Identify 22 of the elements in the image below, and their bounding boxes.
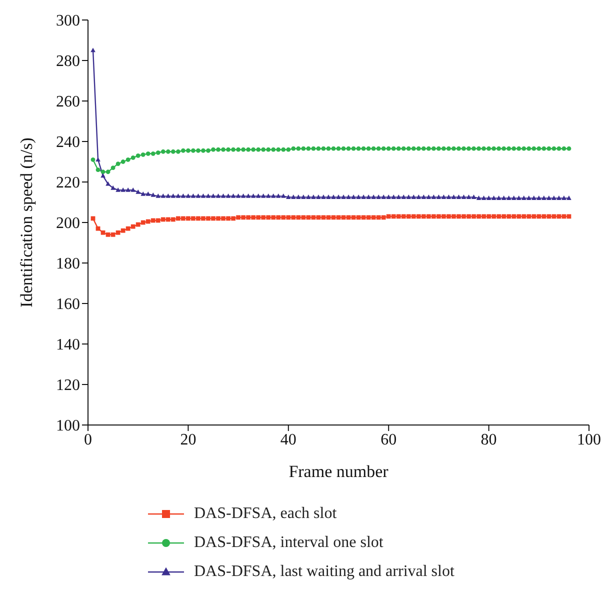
y-tick-label: 100 bbox=[56, 418, 80, 435]
legend-label: DAS-DFSA, last waiting and arrival slot bbox=[194, 562, 454, 580]
x-tick-label: 0 bbox=[84, 431, 92, 448]
y-tick-label: 220 bbox=[56, 174, 80, 192]
y-tick-label: 140 bbox=[56, 336, 80, 354]
y-tick-label: 120 bbox=[56, 377, 80, 394]
x-tick-label: 40 bbox=[280, 431, 296, 448]
y-tick-label: 180 bbox=[56, 256, 80, 273]
legend-label: DAS-DFSA, interval one slot bbox=[194, 534, 384, 552]
y-tick-label: 280 bbox=[56, 53, 80, 70]
y-tick-label: 240 bbox=[56, 134, 80, 152]
x-tick-label: 60 bbox=[380, 431, 397, 448]
y-tick-label: 260 bbox=[56, 94, 80, 111]
y-tick-label: 200 bbox=[56, 215, 80, 232]
y-axis-title: Identification speed (n/s) bbox=[17, 138, 36, 308]
x-tick-label: 100 bbox=[577, 431, 601, 448]
x-axis-title: Frame number bbox=[288, 462, 389, 481]
y-tick-label: 300 bbox=[56, 12, 80, 30]
x-tick-label: 80 bbox=[480, 431, 497, 448]
legend-label: DAS-DFSA, each slot bbox=[194, 504, 337, 522]
y-tick-label: 160 bbox=[56, 296, 80, 314]
x-tick-label: 20 bbox=[180, 431, 196, 448]
